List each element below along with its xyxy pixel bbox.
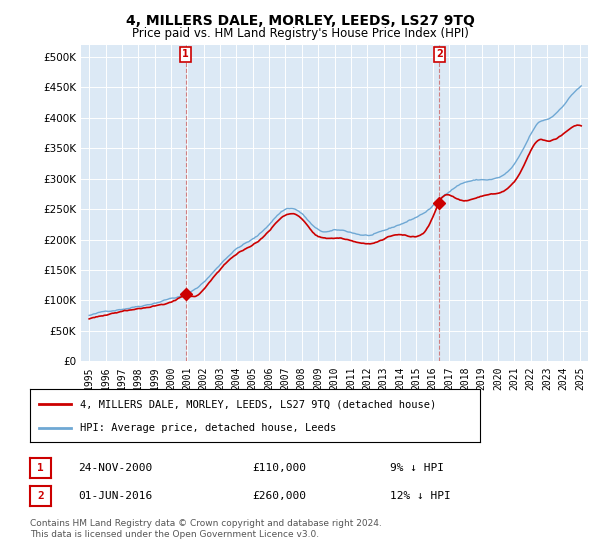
Text: HPI: Average price, detached house, Leeds: HPI: Average price, detached house, Leed… [79, 422, 336, 432]
Text: 4, MILLERS DALE, MORLEY, LEEDS, LS27 9TQ (detached house): 4, MILLERS DALE, MORLEY, LEEDS, LS27 9TQ… [79, 399, 436, 409]
Text: 01-JUN-2016: 01-JUN-2016 [78, 491, 152, 501]
Text: Price paid vs. HM Land Registry's House Price Index (HPI): Price paid vs. HM Land Registry's House … [131, 27, 469, 40]
Text: £110,000: £110,000 [252, 463, 306, 473]
Text: £260,000: £260,000 [252, 491, 306, 501]
Text: 1: 1 [37, 463, 44, 473]
Text: 4, MILLERS DALE, MORLEY, LEEDS, LS27 9TQ: 4, MILLERS DALE, MORLEY, LEEDS, LS27 9TQ [125, 14, 475, 28]
Text: 1: 1 [182, 49, 189, 59]
Text: 2: 2 [37, 491, 44, 501]
Text: 9% ↓ HPI: 9% ↓ HPI [390, 463, 444, 473]
Text: 12% ↓ HPI: 12% ↓ HPI [390, 491, 451, 501]
Text: 2: 2 [436, 49, 443, 59]
Text: Contains HM Land Registry data © Crown copyright and database right 2024.
This d: Contains HM Land Registry data © Crown c… [30, 519, 382, 539]
Text: 24-NOV-2000: 24-NOV-2000 [78, 463, 152, 473]
